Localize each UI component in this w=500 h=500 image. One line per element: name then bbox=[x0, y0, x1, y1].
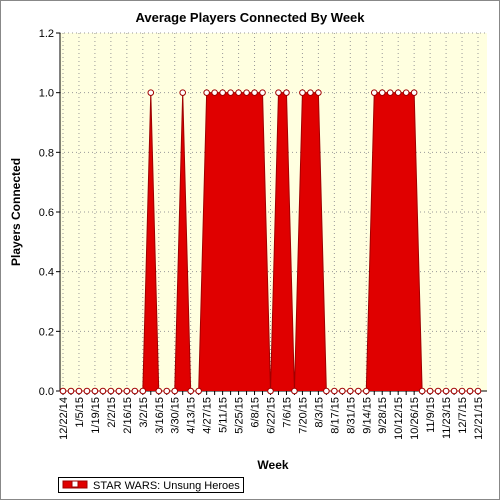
point bbox=[83, 387, 91, 395]
x-axis-label: Week bbox=[257, 458, 288, 472]
x-tick-label: 9/14/15 bbox=[361, 397, 373, 434]
point bbox=[155, 387, 163, 395]
point bbox=[339, 387, 346, 395]
x-tick-label: 6/8/15 bbox=[250, 397, 262, 428]
point bbox=[99, 387, 107, 395]
x-tick-label: 11/9/15 bbox=[425, 397, 437, 433]
point bbox=[67, 387, 75, 395]
point bbox=[219, 89, 226, 96]
point bbox=[59, 387, 67, 395]
x-tick-label: 1/19/15 bbox=[90, 397, 102, 434]
point bbox=[131, 387, 139, 395]
x-tick-label: 8/3/15 bbox=[313, 397, 325, 428]
point bbox=[458, 387, 466, 395]
x-tick-label: 10/12/15 bbox=[393, 397, 405, 440]
x-tick-label: 6/22/15 bbox=[266, 397, 278, 434]
point bbox=[203, 89, 210, 96]
point bbox=[171, 387, 179, 395]
point bbox=[323, 387, 330, 395]
point bbox=[163, 387, 171, 395]
x-tick-label: 8/17/15 bbox=[329, 397, 341, 434]
point bbox=[331, 387, 338, 395]
y-tick-label: 0.0 bbox=[39, 386, 54, 398]
point bbox=[442, 387, 450, 395]
y-tick-label: 1.2 bbox=[39, 28, 54, 40]
point bbox=[139, 387, 147, 395]
x-tick-label: 2/16/15 bbox=[122, 397, 134, 434]
point bbox=[75, 387, 83, 395]
point bbox=[267, 387, 274, 395]
chart-title: Average Players Connected By Week bbox=[135, 10, 365, 25]
x-tick-label: 9/28/15 bbox=[377, 397, 389, 434]
y-tick-label: 0.6 bbox=[39, 207, 54, 219]
point bbox=[187, 387, 194, 395]
y-tick-label: 0.2 bbox=[39, 326, 54, 338]
y-tick-label: 1.0 bbox=[39, 88, 54, 100]
point bbox=[307, 89, 314, 96]
x-tick-label: 12/22/14 bbox=[58, 397, 70, 440]
legend-marker bbox=[71, 480, 79, 488]
point bbox=[107, 387, 115, 395]
point bbox=[402, 89, 410, 96]
x-tick-label: 1/5/15 bbox=[74, 397, 86, 428]
point bbox=[283, 89, 290, 96]
point bbox=[91, 387, 99, 395]
x-tick-label: 2/2/15 bbox=[106, 397, 118, 428]
y-tick-label: 0.8 bbox=[39, 147, 54, 159]
x-tick-label: 3/2/15 bbox=[138, 397, 150, 428]
point bbox=[315, 89, 322, 96]
point bbox=[235, 89, 242, 96]
x-tick-label: 3/16/15 bbox=[154, 397, 166, 434]
legend-label: STAR WARS: Unsung Heroes bbox=[93, 480, 240, 492]
point bbox=[291, 387, 298, 395]
point bbox=[227, 89, 234, 96]
point bbox=[434, 387, 442, 395]
legend-box bbox=[58, 477, 244, 493]
x-tick-label: 7/20/15 bbox=[297, 397, 309, 434]
point bbox=[211, 89, 218, 96]
point bbox=[410, 89, 418, 96]
x-tick-label: 7/6/15 bbox=[281, 397, 293, 428]
point bbox=[362, 387, 370, 395]
point bbox=[474, 387, 482, 395]
point bbox=[386, 89, 394, 96]
point bbox=[354, 387, 362, 395]
x-tick-label: 5/11/15 bbox=[218, 397, 230, 433]
x-tick-label: 12/21/15 bbox=[473, 397, 485, 440]
x-tick-label: 10/26/15 bbox=[409, 397, 421, 440]
x-tick-label: 4/27/15 bbox=[202, 397, 214, 434]
point bbox=[259, 89, 266, 96]
point bbox=[275, 89, 282, 96]
point bbox=[450, 387, 458, 395]
point bbox=[418, 387, 426, 395]
point bbox=[347, 387, 354, 395]
x-tick-label: 11/23/15 bbox=[441, 397, 453, 439]
area bbox=[63, 92, 478, 392]
point bbox=[378, 89, 386, 96]
point bbox=[251, 89, 258, 96]
point bbox=[243, 89, 250, 96]
point bbox=[299, 89, 306, 96]
x-tick-label: 4/13/15 bbox=[186, 397, 198, 434]
point bbox=[195, 387, 202, 395]
point bbox=[370, 89, 378, 96]
point bbox=[394, 89, 402, 96]
x-tick-label: 3/30/15 bbox=[170, 397, 182, 434]
point bbox=[123, 387, 131, 395]
point bbox=[115, 387, 123, 395]
x-tick-label: 5/25/15 bbox=[234, 397, 246, 434]
y-axis-label: Players Connected bbox=[9, 158, 23, 266]
point bbox=[466, 387, 474, 395]
point bbox=[179, 89, 187, 96]
y-tick-label: 0.4 bbox=[39, 267, 54, 279]
point bbox=[426, 387, 434, 395]
point bbox=[147, 89, 155, 96]
x-tick-label: 12/7/15 bbox=[457, 397, 469, 434]
x-tick-label: 8/31/15 bbox=[345, 397, 357, 434]
